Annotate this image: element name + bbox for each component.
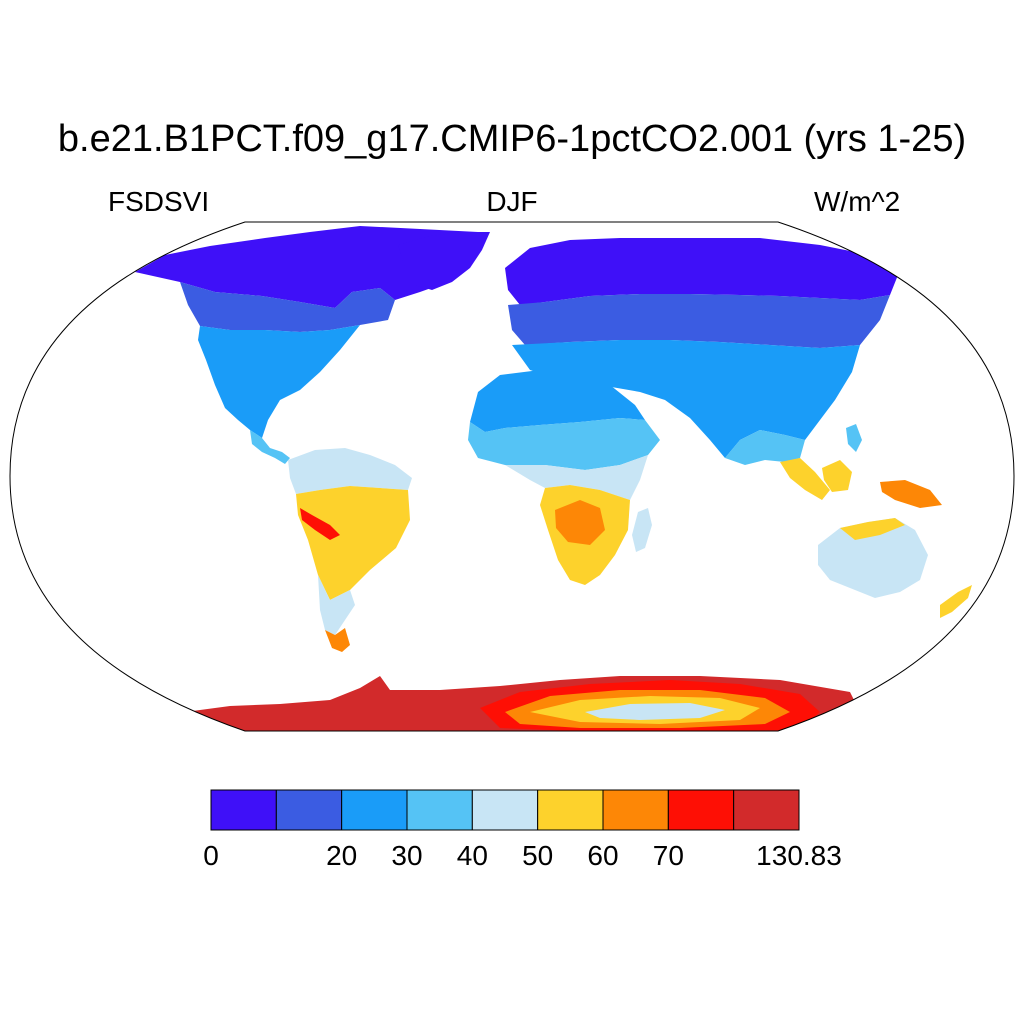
colorbar-tick-label: 50 — [522, 840, 554, 871]
eurasia-mid — [508, 294, 890, 348]
south-america-center — [296, 486, 410, 600]
colorbar-tick-label: 130.83 — [756, 840, 842, 871]
patagonia — [325, 628, 350, 652]
antarctica-plateau — [585, 703, 725, 720]
africa-south-core — [555, 500, 605, 545]
colorbar-swatch — [406, 789, 473, 831]
colorbar-swatch — [537, 789, 604, 831]
colorbar-swatch — [602, 789, 669, 831]
madagascar — [632, 508, 652, 552]
colorbar-tick-label: 30 — [391, 840, 423, 871]
colorbar-tick-label: 60 — [587, 840, 619, 871]
eurasia-south — [512, 340, 860, 458]
north-america-south — [198, 325, 360, 438]
eurasia-arctic — [505, 238, 900, 305]
north-america-arctic — [135, 226, 478, 308]
plot-title: b.e21.B1PCT.f09_g17.CMIP6-1pctCO2.001 (y… — [57, 118, 967, 160]
colorbar-swatch — [210, 789, 277, 831]
colorbar-tick-label: 70 — [652, 840, 684, 871]
south-america-south — [318, 575, 355, 635]
philippines — [846, 424, 862, 452]
colorbar-tick-label: 40 — [456, 840, 488, 871]
indonesia-west — [780, 458, 830, 500]
colorbar-swatch — [275, 789, 343, 831]
map-boundary — [9, 221, 1015, 732]
colorbar — [210, 789, 800, 831]
season-label: DJF — [486, 186, 538, 217]
colorbar-tick-label: 20 — [326, 840, 358, 871]
colorbar-swatch — [733, 789, 800, 831]
colorbar-swatch — [471, 789, 539, 831]
borneo — [822, 460, 852, 492]
africa-north — [470, 370, 645, 432]
australia — [818, 518, 928, 598]
new-guinea — [880, 480, 942, 508]
units-label: W/m^2 — [814, 186, 901, 217]
africa-sahel — [468, 418, 660, 470]
colorbar-tick-label: 0 — [203, 840, 219, 871]
variable-label: FSDSVI — [108, 186, 210, 217]
colorbar-swatch — [667, 789, 735, 831]
southeast-asia — [725, 430, 805, 465]
new-zealand — [940, 585, 972, 618]
australia-north — [840, 518, 905, 540]
africa-central — [505, 455, 648, 500]
colorbar-swatch — [341, 789, 408, 831]
south-america-andes — [300, 508, 340, 540]
north-america-mid — [180, 282, 395, 332]
south-america-north — [288, 448, 412, 494]
central-america — [250, 430, 290, 464]
greenland — [398, 232, 490, 290]
